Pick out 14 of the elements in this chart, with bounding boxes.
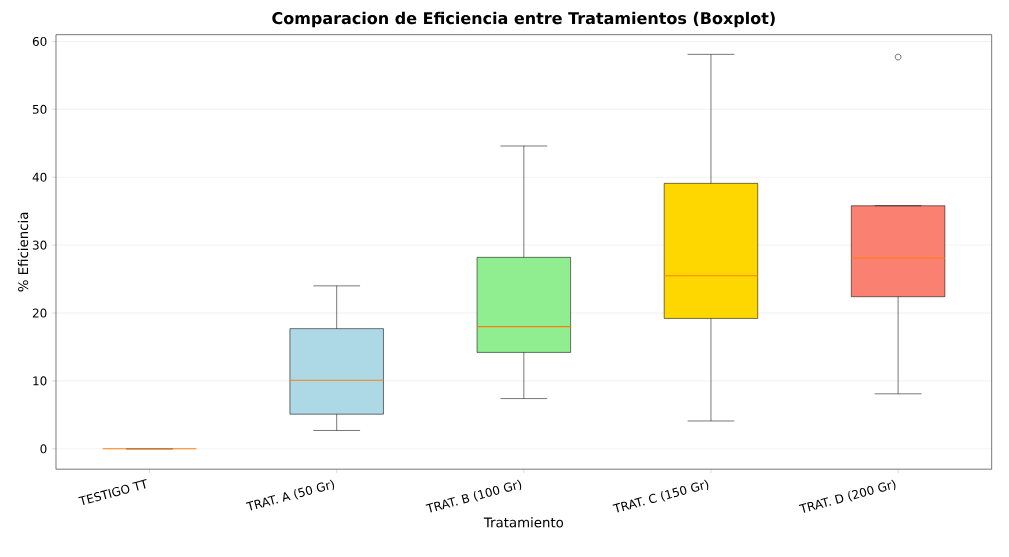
y-axis-title: % Eficiencia — [17, 212, 29, 292]
x-tick-label: TRAT. A (50 Gr) — [245, 479, 335, 511]
x-tick-label: TRAT. B (100 Gr) — [425, 479, 522, 513]
x-axis-title: Tratamiento — [483, 517, 564, 528]
y-tick-label: 30 — [32, 240, 47, 250]
y-tick-label: 60 — [32, 36, 47, 46]
x-tick-label: TRAT. C (150 Gr) — [612, 479, 709, 513]
y-tick-label: 10 — [33, 376, 47, 386]
y-tick-label: 0 — [40, 444, 47, 454]
y-tick-label: 50 — [32, 104, 47, 114]
y-tick-label: 40 — [32, 172, 47, 182]
y-tick-label: 20 — [32, 308, 47, 318]
chart-title: Comparacion de Eficiencia entre Tratamientos (Boxplot) — [272, 11, 775, 28]
x-tick-label: TRAT. D (200 Gr) — [798, 479, 896, 513]
